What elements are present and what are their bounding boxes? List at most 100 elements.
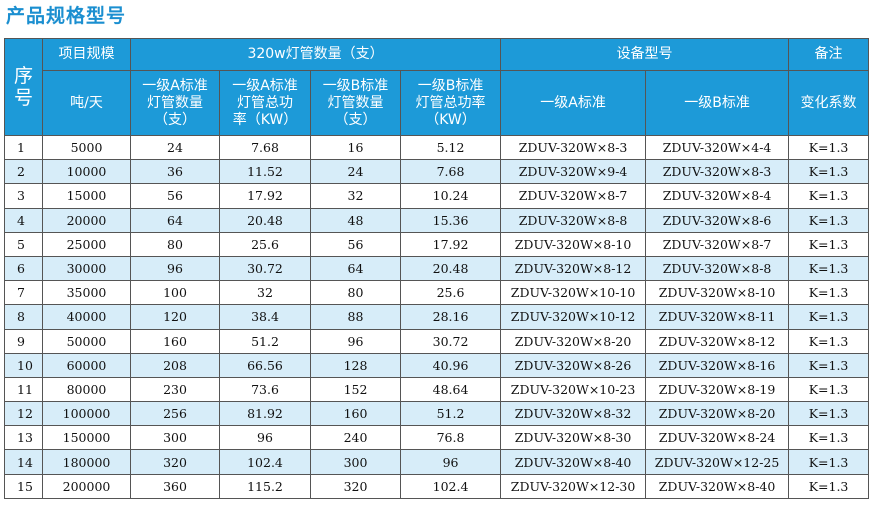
table-row: 5 25000 80 25.6 56 17.92 ZDUV-320W×8-10 ZDUV-32…	[4, 231, 870, 257]
table-cell: 102.4	[399, 473, 502, 499]
header-cell: 一级A标准	[500, 70, 647, 136]
table-cell: 160	[130, 328, 220, 354]
table-cell: 200000	[42, 473, 131, 499]
table-cell: ZDUV-320W×8-32	[500, 401, 647, 427]
table-cell: 10000	[42, 159, 131, 185]
table-cell: 64	[130, 207, 220, 233]
header-cell: 320w灯管数量（支）	[129, 38, 502, 71]
table-cell: ZDUV-320W×8-10	[645, 280, 790, 306]
table-cell: 30.72	[399, 328, 502, 354]
table-cell: 96	[130, 255, 220, 282]
table-cell: ZDUV-320W×8-20	[500, 328, 647, 354]
table-cell: 6	[4, 255, 43, 282]
table-cell: ZDUV-320W×12-30	[500, 473, 647, 499]
table-cell: 30.72	[219, 255, 311, 282]
table-cell: 150000	[42, 425, 131, 451]
table-head: 序 号 项目规模 320w灯管数量（支） 设备型号 备注 吨/天 一级A标准 灯…	[4, 38, 870, 136]
table-cell: 300	[310, 449, 401, 475]
table-row: 6 30000 96 30.72 64 20.48 ZDUV-320W×8-12 ZDUV-3…	[4, 255, 870, 282]
table-cell: 1	[4, 134, 43, 161]
table-cell: 20.48	[399, 255, 502, 282]
table-cell: 230	[130, 376, 220, 403]
table-cell: ZDUV-320W×8-3	[500, 134, 647, 161]
table-cell: 300	[130, 425, 220, 451]
table-cell: K=1.3	[788, 231, 870, 257]
table-cell: 25000	[42, 231, 131, 257]
table-cell: 2	[4, 159, 43, 185]
table-cell: 5.12	[399, 134, 502, 161]
table-cell: K=1.3	[788, 352, 870, 378]
table-cell: 120	[130, 304, 220, 330]
header-cell: 一级B标准 灯管总功率 （KW）	[399, 70, 502, 136]
table-cell: 50000	[42, 328, 131, 354]
table-row: 1 5000 24 7.68 16 5.12 ZDUV-320W×8-3 ZDUV-320W×…	[4, 134, 870, 161]
table-cell: 240	[310, 425, 401, 451]
table-cell: 15	[4, 473, 43, 499]
table-cell: 7	[4, 280, 43, 306]
table-cell: K=1.3	[788, 304, 870, 330]
table-cell: 80	[130, 231, 220, 257]
table-cell: 11.52	[219, 159, 311, 185]
table-cell: K=1.3	[788, 159, 870, 185]
table-cell: ZDUV-320W×4-4	[645, 134, 790, 161]
table-cell: K=1.3	[788, 280, 870, 306]
table-cell: 76.8	[399, 425, 502, 451]
table-cell: 5	[4, 231, 43, 257]
table-cell: 152	[310, 376, 401, 403]
table-cell: K=1.3	[788, 473, 870, 499]
table-row: 8 40000 120 38.4 88 28.16 ZDUV-320W×10-12 ZDUV-…	[4, 304, 870, 330]
table-cell: ZDUV-320W×8-10	[500, 231, 647, 257]
table-cell: ZDUV-320W×8-24	[645, 425, 790, 451]
table-cell: 25.6	[219, 231, 311, 257]
table-cell: K=1.3	[788, 255, 870, 282]
table-cell: K=1.3	[788, 134, 870, 161]
table-cell: 64	[310, 255, 401, 282]
table-cell: 73.6	[219, 376, 311, 403]
table-cell: 25.6	[399, 280, 502, 306]
table-body: 1 5000 24 7.68 16 5.12 ZDUV-320W×8-3 ZDUV-320W×…	[4, 134, 870, 499]
table-cell: 102.4	[219, 449, 311, 475]
table-cell: 38.4	[219, 304, 311, 330]
table-row: 11 80000 230 73.6 152 48.64 ZDUV-320W×10-23 ZDU…	[4, 376, 870, 403]
table-cell: 96	[219, 425, 311, 451]
table-cell: K=1.3	[788, 401, 870, 427]
table-cell: 88	[310, 304, 401, 330]
header-cell: 变化系数	[788, 70, 870, 136]
table-cell: 32	[219, 280, 311, 306]
head-row: 吨/天 一级A标准 灯管数量 （支） 一级A标准 灯管总功 率（KW） 一级B标…	[5, 70, 870, 136]
table-cell: 51.2	[399, 401, 502, 427]
table-cell: 320	[310, 473, 401, 499]
table-cell: 20.48	[219, 207, 311, 233]
table-cell: 81.92	[219, 401, 311, 427]
table-cell: 7.68	[219, 134, 311, 161]
page-title: 产品规格型号	[6, 5, 127, 27]
table-cell: K=1.3	[788, 183, 870, 209]
table-cell: ZDUV-320W×8-11	[645, 304, 790, 330]
table-cell: ZDUV-320W×8-40	[645, 473, 790, 499]
table-cell: ZDUV-320W×10-10	[500, 280, 647, 306]
table-cell: ZDUV-320W×10-23	[500, 376, 647, 403]
table-cell: 32	[310, 183, 401, 209]
table-cell: 48.64	[399, 376, 502, 403]
table-cell: 160	[310, 401, 401, 427]
header-cell: 一级B标准	[645, 70, 790, 136]
table-cell: ZDUV-320W×8-3	[645, 159, 790, 185]
table-cell: 24	[310, 159, 401, 185]
table-cell: ZDUV-320W×8-8	[500, 207, 647, 233]
table-cell: 10.24	[399, 183, 502, 209]
table-cell: 256	[130, 401, 220, 427]
head-row: 序 号 项目规模 320w灯管数量（支） 设备型号 备注	[4, 38, 870, 136]
table-cell: 12	[4, 401, 43, 427]
table-cell: ZDUV-320W×8-12	[645, 328, 790, 354]
table-cell: ZDUV-320W×8-12	[500, 255, 647, 282]
spec-table: 序 号 项目规模 320w灯管数量（支） 设备型号 备注 吨/天 一级A标准 灯…	[4, 38, 870, 499]
table-cell: 28.16	[399, 304, 502, 330]
table-cell: 15000	[42, 183, 131, 209]
table-cell: 14	[4, 449, 43, 475]
table-cell: 17.92	[399, 231, 502, 257]
table-cell: 36	[130, 159, 220, 185]
table-cell: 9	[4, 328, 43, 354]
table-cell: 11	[4, 376, 43, 403]
table-row: 7 35000 100 32 80 25.6 ZDUV-320W×10-10 ZDUV-320…	[4, 280, 870, 306]
